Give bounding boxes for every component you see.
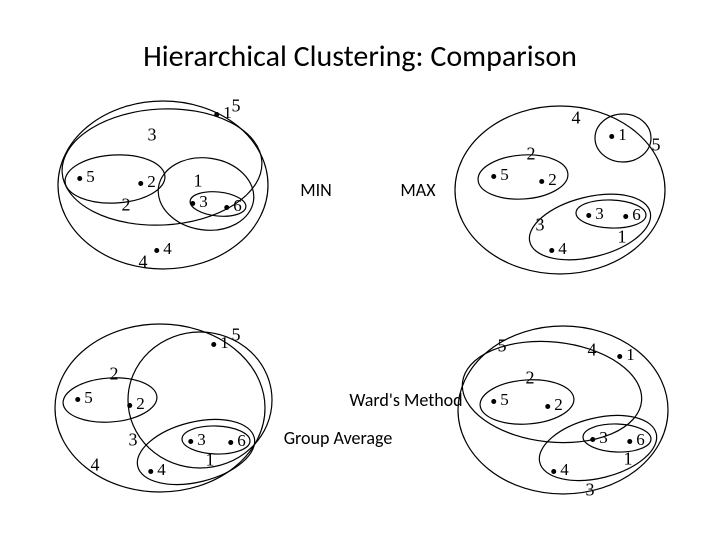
point-dot-icon — [609, 134, 614, 139]
data-point: 2 — [138, 172, 156, 192]
point-dot-icon — [590, 437, 595, 442]
point-dot-icon — [549, 248, 554, 253]
method-label: Group Average — [284, 427, 393, 449]
point-dot-icon — [154, 248, 159, 253]
data-point: 1 — [617, 345, 635, 365]
cluster-outline-label: 2 — [122, 195, 131, 216]
data-point: 2 — [545, 395, 563, 415]
data-point: 4 — [148, 460, 166, 480]
cluster-outline-label: 4 — [91, 455, 100, 476]
point-dot-icon — [224, 205, 229, 210]
point-dot-icon — [617, 354, 622, 359]
cluster-outline-label: 5 — [652, 135, 661, 156]
cluster-outline-label: 1 — [624, 449, 633, 470]
method-label: Ward's Method — [349, 389, 462, 411]
cluster-outline-label: 2 — [527, 144, 536, 165]
point-dot-icon — [491, 399, 496, 404]
data-point: 6 — [623, 205, 641, 225]
cluster-outline-label: 3 — [129, 430, 138, 451]
data-point: 1 — [211, 333, 229, 353]
cluster-outline-label: 3 — [586, 480, 595, 501]
method-label: MAX — [400, 179, 435, 201]
data-point: 2 — [127, 394, 145, 414]
data-point: 1 — [609, 125, 627, 145]
cluster-outline-label: 4 — [139, 252, 148, 273]
point-dot-icon — [211, 342, 216, 347]
cluster-outline-label: 5 — [232, 325, 241, 346]
point-dot-icon — [539, 179, 544, 184]
data-point: 3 — [586, 204, 604, 224]
data-point: 6 — [224, 196, 242, 216]
point-dot-icon — [586, 213, 591, 218]
data-point: 3 — [188, 430, 206, 450]
data-point: 6 — [228, 431, 246, 451]
point-dot-icon — [627, 439, 632, 444]
point-dot-icon — [127, 403, 132, 408]
point-dot-icon — [545, 404, 550, 409]
point-dot-icon — [188, 439, 193, 444]
point-dot-icon — [75, 397, 80, 402]
point-dot-icon — [228, 440, 233, 445]
cluster-outline-label: 2 — [526, 368, 535, 389]
data-point: 4 — [549, 239, 567, 259]
cluster-outline-label: 3 — [536, 215, 545, 236]
point-dot-icon — [77, 176, 82, 181]
point-dot-icon — [148, 469, 153, 474]
point-dot-icon — [551, 469, 556, 474]
point-dot-icon — [190, 201, 195, 206]
cluster-outline-label: 1 — [206, 450, 215, 471]
data-point: 4 — [154, 239, 172, 259]
labels-layer: 12345653124MIN12345645231MAX12345652314W… — [0, 0, 720, 540]
data-point: 4 — [551, 460, 569, 480]
cluster-outline-label: 2 — [110, 364, 119, 385]
cluster-outline-label: 1 — [194, 171, 203, 192]
point-dot-icon — [623, 214, 628, 219]
cluster-outline-label: 1 — [618, 227, 627, 248]
data-point: 5 — [491, 165, 509, 185]
cluster-outline-label: 5 — [232, 96, 241, 117]
cluster-outline-label: 5 — [498, 336, 507, 357]
data-point: 5 — [75, 388, 93, 408]
point-dot-icon — [491, 174, 496, 179]
cluster-outline-label: 3 — [148, 125, 157, 146]
data-point: 1 — [214, 103, 232, 123]
cluster-outline-label: 4 — [572, 108, 581, 129]
cluster-outline-label: 4 — [588, 340, 597, 361]
data-point: 2 — [539, 170, 557, 190]
point-dot-icon — [138, 181, 143, 186]
method-label: MIN — [300, 179, 332, 201]
data-point: 5 — [491, 390, 509, 410]
point-dot-icon — [214, 112, 219, 117]
data-point: 3 — [190, 192, 208, 212]
data-point: 3 — [590, 428, 608, 448]
data-point: 5 — [77, 167, 95, 187]
data-point: 6 — [627, 430, 645, 450]
